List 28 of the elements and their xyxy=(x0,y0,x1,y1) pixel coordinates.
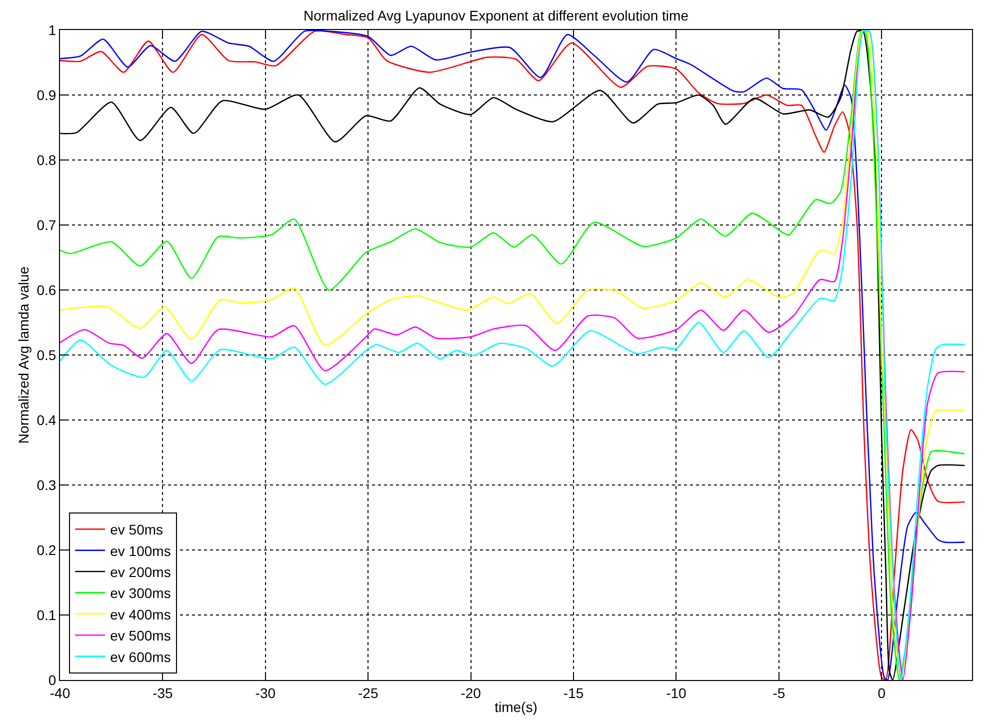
y-tick-label: 0.8 xyxy=(36,152,56,168)
y-tick-label: 0.6 xyxy=(36,282,56,298)
x-tick-label: -15 xyxy=(563,684,584,701)
x-axis-title: time(s) xyxy=(494,699,538,716)
y-tick-label: 0.2 xyxy=(36,542,56,558)
legend-label: ev 400ms xyxy=(110,606,171,622)
legend-label: ev 50ms xyxy=(110,522,164,538)
x-tick-label: -35 xyxy=(152,684,174,701)
y-axis-title: Normalized Avg lamda value xyxy=(15,266,32,444)
y-tick-label: 0.3 xyxy=(36,476,56,493)
x-tick-label: -5 xyxy=(772,684,786,701)
legend-label: ev 300ms xyxy=(110,585,171,602)
legend-label: ev 600ms xyxy=(110,648,171,665)
y-tick-label: 0.5 xyxy=(36,346,56,363)
legend-label: ev 100ms xyxy=(110,542,171,559)
y-tick-label: 1 xyxy=(48,22,56,38)
x-tick-label: 0 xyxy=(878,684,886,701)
x-tick-label: -10 xyxy=(666,684,687,701)
x-tick-label: -20 xyxy=(460,684,482,701)
legend-label: ev 500ms xyxy=(110,628,171,644)
y-tick-label: 0.4 xyxy=(36,412,56,428)
y-tick-label: 0.9 xyxy=(36,86,56,103)
y-tick-label: 0.7 xyxy=(36,216,56,233)
x-tick-label: -30 xyxy=(255,684,276,701)
x-tick-label: -25 xyxy=(358,684,378,701)
y-tick-label: 0.1 xyxy=(36,606,56,623)
chart-title: Normalized Avg Lyapunov Exponent at different evolution time xyxy=(304,8,689,24)
legend-label: ev 200ms xyxy=(110,564,171,580)
